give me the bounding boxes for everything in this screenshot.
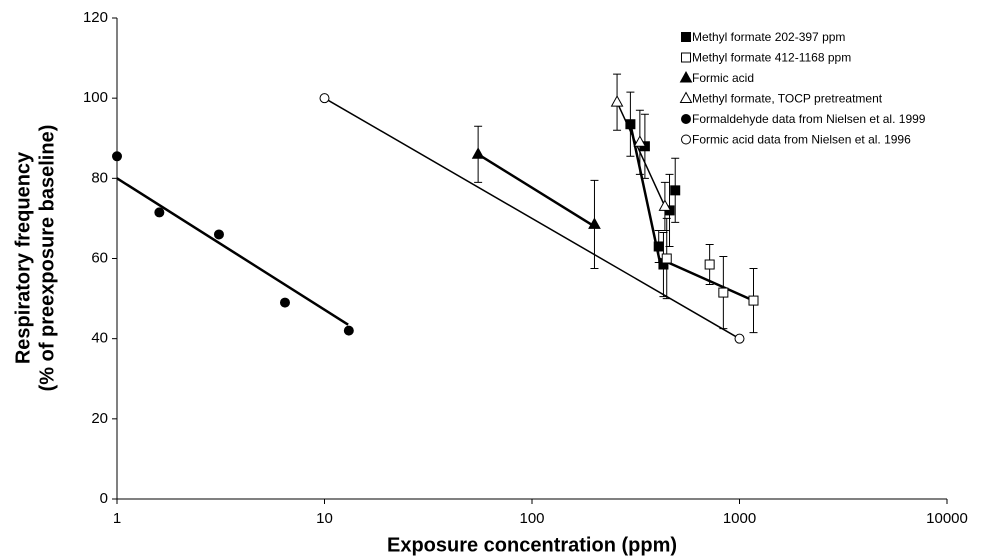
legend-label: Formaldehyde data from Nielsen et al. 19…	[692, 112, 926, 126]
marker	[112, 151, 122, 162]
legend-label: Methyl formate 412-1168 ppm	[692, 51, 851, 65]
trend-line	[616, 101, 666, 207]
x-tick-label: 10000	[926, 510, 968, 527]
marker	[588, 217, 601, 229]
marker	[610, 95, 624, 107]
legend-marker	[681, 52, 691, 63]
legend-label: Formic acid data from Nielsen et al. 199…	[692, 133, 911, 147]
marker	[661, 253, 672, 264]
legend-label: Formic acid	[692, 71, 754, 85]
legend-label: Methyl formate, TOCP pretreatment	[692, 92, 883, 106]
x-tick-label: 100	[519, 510, 544, 527]
legend-marker	[681, 114, 691, 124]
marker	[213, 229, 224, 240]
marker	[734, 333, 745, 344]
marker	[718, 287, 729, 298]
x-tick-label: 1000	[723, 510, 756, 527]
marker	[633, 135, 647, 147]
y-tick-label: 40	[91, 330, 108, 347]
legend-label: Methyl formate 202-397 ppm	[692, 30, 845, 44]
marker	[625, 119, 636, 130]
marker	[658, 199, 672, 211]
marker	[154, 207, 165, 218]
x-tick-label: 1	[113, 510, 121, 527]
marker	[279, 297, 290, 308]
trend-line	[116, 177, 349, 326]
y-tick-label: 80	[91, 169, 108, 186]
trend-line	[477, 153, 596, 228]
y-axis-title: Respiratory frequency	[12, 151, 34, 364]
legend-marker	[679, 91, 693, 103]
marker	[343, 325, 354, 336]
y-tick-label: 0	[100, 490, 108, 507]
y-tick-label: 100	[83, 89, 108, 106]
legend-marker	[681, 134, 691, 145]
y-tick-label: 120	[83, 9, 108, 26]
trend-line	[324, 97, 740, 340]
y-tick-label: 60	[91, 249, 108, 266]
marker	[653, 241, 664, 252]
y-tick-label: 20	[91, 410, 108, 427]
y-axis-title: (% of preexposure baseline)	[36, 125, 58, 392]
marker	[471, 147, 485, 159]
legend-marker	[679, 70, 693, 83]
marker	[748, 295, 759, 306]
x-axis-title: Exposure concentration (ppm)	[387, 534, 677, 556]
legend-marker	[681, 32, 691, 42]
marker	[319, 93, 330, 104]
x-tick-label: 10	[316, 510, 333, 527]
marker	[704, 259, 715, 270]
marker	[670, 185, 681, 196]
